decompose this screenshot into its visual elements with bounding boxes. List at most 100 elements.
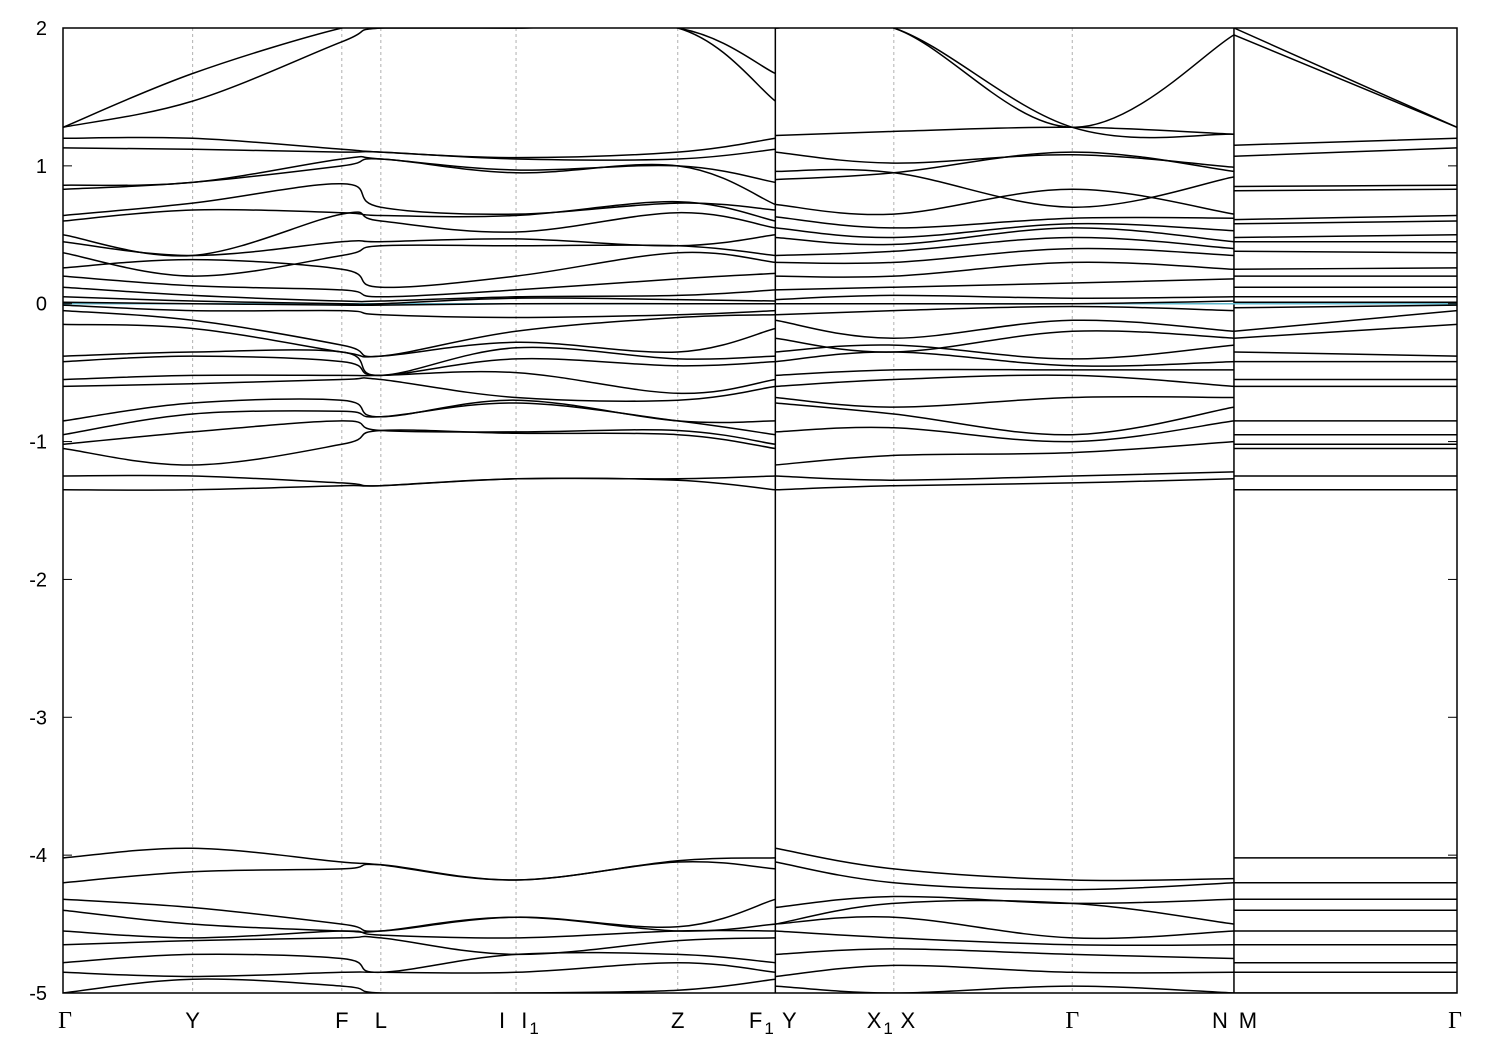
band-line — [775, 261, 1235, 278]
band-line — [63, 272, 776, 298]
band-line — [775, 847, 1235, 882]
band-line — [775, 305, 1235, 316]
y-tick-label: 2 — [36, 18, 47, 40]
band-line — [775, 247, 1235, 265]
band-line — [775, 861, 1235, 891]
band-line — [775, 420, 1235, 443]
band-line — [63, 296, 776, 306]
band-line — [63, 402, 776, 436]
kpoint-label: Γ — [1065, 1008, 1079, 1034]
kpoint-label: Y — [185, 1008, 200, 1033]
kpoint-label: N — [1212, 1008, 1228, 1033]
band-line — [63, 286, 776, 303]
plot-border — [62, 27, 1458, 994]
y-tick-label: -4 — [29, 845, 47, 867]
y-axis-ticks: 2 1 0 -1 -2 -3 -4 -5 — [29, 18, 1457, 1005]
band-lines — [63, 28, 1457, 993]
band-line — [63, 28, 776, 129]
plot-frame — [62, 27, 1458, 994]
band-line — [63, 477, 776, 491]
y-tick-label: -1 — [29, 432, 47, 454]
y-tick-label: 1 — [36, 156, 47, 178]
band-line — [775, 28, 1235, 139]
band-line — [63, 158, 776, 206]
band-line — [63, 200, 776, 222]
kpoint-label: Z — [671, 1008, 684, 1033]
band-line — [1233, 188, 1457, 192]
band-line — [775, 278, 1235, 291]
band-line — [63, 420, 776, 446]
band-line — [775, 368, 1234, 377]
band-line — [63, 978, 776, 993]
band-line — [63, 323, 776, 358]
band-line — [63, 301, 776, 306]
band-line — [775, 227, 1235, 246]
band-line — [775, 478, 1235, 491]
band-line — [63, 860, 776, 884]
band-line — [1233, 267, 1457, 271]
band-line — [1233, 184, 1457, 188]
band-line — [63, 370, 776, 395]
band-line — [63, 309, 776, 358]
band-line — [775, 222, 1235, 239]
band-line — [775, 395, 1235, 408]
band-line — [1233, 220, 1457, 225]
kpoint-label: M — [1239, 1008, 1257, 1033]
band-line — [775, 28, 1235, 129]
band-line — [63, 929, 776, 939]
band-line — [63, 155, 776, 187]
band-line — [775, 344, 1235, 360]
band-line — [775, 899, 1235, 925]
band-line — [63, 909, 776, 934]
band-line — [775, 374, 1235, 388]
y-tick-label: -5 — [29, 983, 47, 1005]
band-line — [775, 216, 1235, 229]
band-line — [63, 377, 776, 402]
y-tick-label: -2 — [29, 569, 47, 591]
band-line — [775, 294, 1235, 301]
band-line — [775, 330, 1235, 353]
band-line — [63, 304, 776, 319]
band-line — [775, 351, 1235, 367]
band-line — [63, 251, 776, 289]
band-line — [63, 28, 776, 128]
band-line — [775, 402, 1235, 436]
band-line — [775, 916, 1235, 940]
band-line — [63, 244, 776, 277]
band-line — [63, 935, 776, 956]
band-line — [63, 183, 776, 217]
band-line — [775, 300, 1235, 305]
band-line — [775, 236, 1235, 257]
band-line — [63, 429, 776, 466]
band-line — [775, 895, 1235, 909]
band-line — [775, 126, 1235, 137]
band-line — [1233, 137, 1457, 146]
band-line — [775, 964, 1235, 978]
band-line — [775, 440, 1235, 466]
kpoint-label: F — [335, 1008, 348, 1033]
band-line — [775, 930, 1235, 947]
band-line — [775, 168, 1235, 208]
kpoint-label: L — [375, 1008, 387, 1033]
band-line — [1233, 250, 1457, 254]
band-line — [775, 985, 1235, 993]
band-line — [1233, 304, 1457, 309]
band-line — [1233, 28, 1457, 128]
band-line — [775, 948, 1235, 960]
band-line — [775, 188, 1235, 216]
band-line — [1233, 323, 1457, 339]
band-line — [1233, 234, 1457, 239]
kpoint-label: X — [900, 1008, 915, 1033]
kpoint-label: I — [499, 1008, 505, 1033]
band-line — [63, 847, 776, 881]
kpoint-gridlines — [192, 28, 1235, 993]
kpoint-label: Γ — [1448, 1008, 1462, 1034]
band-line — [1233, 34, 1457, 128]
band-line — [63, 147, 776, 161]
band-line — [1233, 309, 1457, 333]
band-line — [1233, 147, 1457, 157]
band-line — [63, 474, 776, 487]
